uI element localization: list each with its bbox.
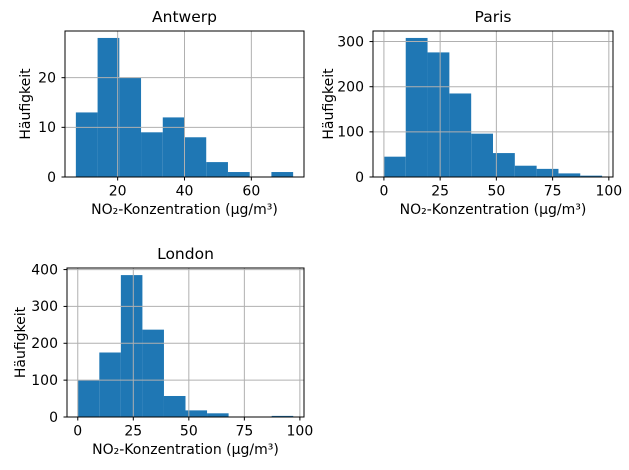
histogram-bar <box>536 168 559 177</box>
x-tick-label: 60 <box>242 184 260 200</box>
histogram-bar <box>405 37 428 178</box>
histogram-bar <box>427 52 450 177</box>
y-axis-label: Häufigkeit <box>13 306 29 378</box>
chart-title: Antwerp <box>152 8 217 26</box>
x-tick-label: 0 <box>379 184 388 200</box>
y-tick-label: 0 <box>47 170 56 186</box>
histogram-bar <box>206 162 228 177</box>
histogram-bar <box>449 93 472 177</box>
histogram-bar <box>75 112 98 177</box>
y-tick-label: 400 <box>31 262 58 278</box>
x-tick-label: 75 <box>544 184 562 200</box>
y-tick-label: 200 <box>337 80 364 96</box>
y-axis-label: Häufigkeit <box>321 68 337 140</box>
x-tick-label: 20 <box>109 184 127 200</box>
y-tick-label: 20 <box>38 70 56 86</box>
histogram-london: 0 25 50 75 100 0 100 200 300 400 London NO₂-Konzent… <box>13 245 313 458</box>
x-tick-label: 75 <box>235 424 253 440</box>
histogram-bar <box>271 172 294 177</box>
x-tick-label: 100 <box>287 424 314 440</box>
x-tick-label: 0 <box>73 424 82 440</box>
histogram-bar <box>580 175 603 177</box>
y-tick-label: 0 <box>49 410 58 426</box>
x-axis-label: NO₂-Konzentration (μg/m³) <box>400 202 587 218</box>
histogram-bar <box>97 37 120 178</box>
histogram-bar <box>558 173 581 177</box>
y-axis-label: Häufigkeit <box>18 68 34 140</box>
histogram-bar <box>514 165 537 177</box>
histogram-bar <box>493 153 515 177</box>
histogram-paris: 0 25 50 75 100 0 100 200 300 Paris NO₂-Konzentrati… <box>321 8 622 218</box>
y-tick-label: 100 <box>31 373 58 389</box>
x-tick-label: 40 <box>176 184 194 200</box>
x-tick-label: 100 <box>595 184 622 200</box>
histogram-bar <box>383 156 406 177</box>
histogram-bar <box>77 380 100 417</box>
histogram-bar <box>162 117 185 177</box>
histogram-bar <box>471 133 493 177</box>
x-tick-label: 25 <box>124 424 142 440</box>
x-tick-label: 50 <box>487 184 505 200</box>
y-tick-label: 300 <box>337 34 364 50</box>
y-tick-label: 200 <box>31 336 58 352</box>
histogram-bar <box>99 352 121 417</box>
x-tick-label: 25 <box>431 184 449 200</box>
plot-border <box>372 30 614 178</box>
histogram-bar <box>142 329 164 417</box>
histogram-bar <box>141 132 163 177</box>
histogram-bar <box>184 137 207 177</box>
chart-title: London <box>157 245 214 263</box>
x-axis-label: NO₂-Konzentration (μg/m³) <box>91 202 278 218</box>
x-tick-label: 50 <box>180 424 198 440</box>
histogram-antwerp: 20 40 60 0 10 20 Antwerp NO₂-Konzentration (μg/… <box>18 8 305 218</box>
histogram-bar <box>163 395 186 417</box>
histogram-bar <box>271 415 294 417</box>
x-axis-label: NO₂-Konzentration (μg/m³) <box>92 442 279 458</box>
y-tick-label: 10 <box>38 120 56 136</box>
chart-title: Paris <box>475 8 512 26</box>
histogram-bar <box>227 172 250 177</box>
y-tick-label: 0 <box>355 170 364 186</box>
histogram-bar <box>120 275 143 417</box>
y-tick-label: 100 <box>337 125 364 141</box>
histogram-bar <box>185 410 208 417</box>
y-tick-label: 300 <box>31 299 58 315</box>
plot-border <box>66 267 305 418</box>
histogram-bar <box>207 413 229 417</box>
